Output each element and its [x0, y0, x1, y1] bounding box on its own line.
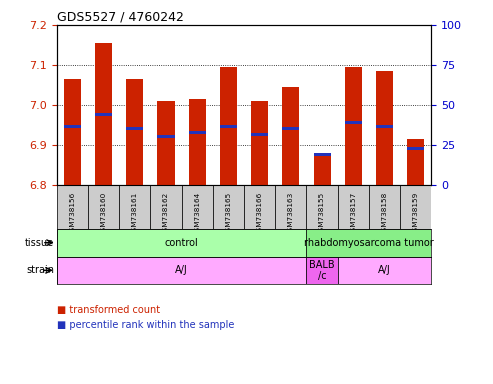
Bar: [400, 185, 431, 229]
Bar: [119, 185, 150, 229]
Bar: [157, 136, 175, 138]
Bar: [213, 185, 244, 229]
Bar: [126, 127, 143, 130]
Bar: [307, 229, 431, 257]
Bar: [126, 79, 143, 185]
Bar: [376, 71, 393, 185]
Bar: [275, 185, 307, 229]
Bar: [307, 257, 338, 284]
Bar: [57, 229, 307, 257]
Text: GSM738165: GSM738165: [225, 191, 231, 235]
Text: GSM738161: GSM738161: [132, 191, 138, 235]
Text: ■ transformed count: ■ transformed count: [57, 305, 160, 315]
Bar: [338, 257, 431, 284]
Bar: [88, 185, 119, 229]
Bar: [307, 185, 338, 229]
Text: control: control: [165, 238, 199, 248]
Bar: [314, 153, 331, 156]
Text: GSM738164: GSM738164: [194, 191, 200, 235]
Bar: [95, 113, 112, 116]
Bar: [220, 126, 237, 128]
Text: A/J: A/J: [175, 265, 188, 275]
Bar: [376, 126, 393, 128]
Bar: [282, 127, 299, 130]
Bar: [220, 67, 237, 185]
Text: GSM738157: GSM738157: [351, 191, 356, 235]
Bar: [407, 139, 424, 185]
Text: GSM738163: GSM738163: [288, 191, 294, 235]
Text: GSM738156: GSM738156: [70, 191, 75, 235]
Bar: [369, 185, 400, 229]
Text: ■ percentile rank within the sample: ■ percentile rank within the sample: [57, 320, 234, 330]
Bar: [345, 121, 362, 124]
Bar: [95, 43, 112, 185]
Text: GSM738159: GSM738159: [413, 191, 419, 235]
Bar: [282, 87, 299, 185]
Text: GSM738155: GSM738155: [319, 191, 325, 235]
Bar: [157, 101, 175, 185]
Bar: [189, 131, 206, 134]
Bar: [150, 185, 181, 229]
Bar: [57, 185, 88, 229]
Bar: [64, 79, 81, 185]
Bar: [244, 185, 275, 229]
Bar: [338, 185, 369, 229]
Bar: [251, 133, 268, 136]
Text: GSM738158: GSM738158: [382, 191, 387, 235]
Text: tissue: tissue: [25, 238, 54, 248]
Bar: [189, 99, 206, 185]
Bar: [64, 126, 81, 128]
Text: GSM738166: GSM738166: [257, 191, 263, 235]
Bar: [57, 257, 307, 284]
Text: A/J: A/J: [378, 265, 391, 275]
Text: GSM738160: GSM738160: [101, 191, 106, 235]
Bar: [181, 185, 213, 229]
Text: GDS5527 / 4760242: GDS5527 / 4760242: [57, 11, 183, 24]
Text: strain: strain: [26, 265, 54, 275]
Bar: [251, 101, 268, 185]
Bar: [407, 147, 424, 150]
Text: BALB
/c: BALB /c: [309, 260, 335, 281]
Bar: [345, 67, 362, 185]
Text: rhabdomyosarcoma tumor: rhabdomyosarcoma tumor: [304, 238, 434, 248]
Text: GSM738162: GSM738162: [163, 191, 169, 235]
Bar: [314, 155, 331, 185]
